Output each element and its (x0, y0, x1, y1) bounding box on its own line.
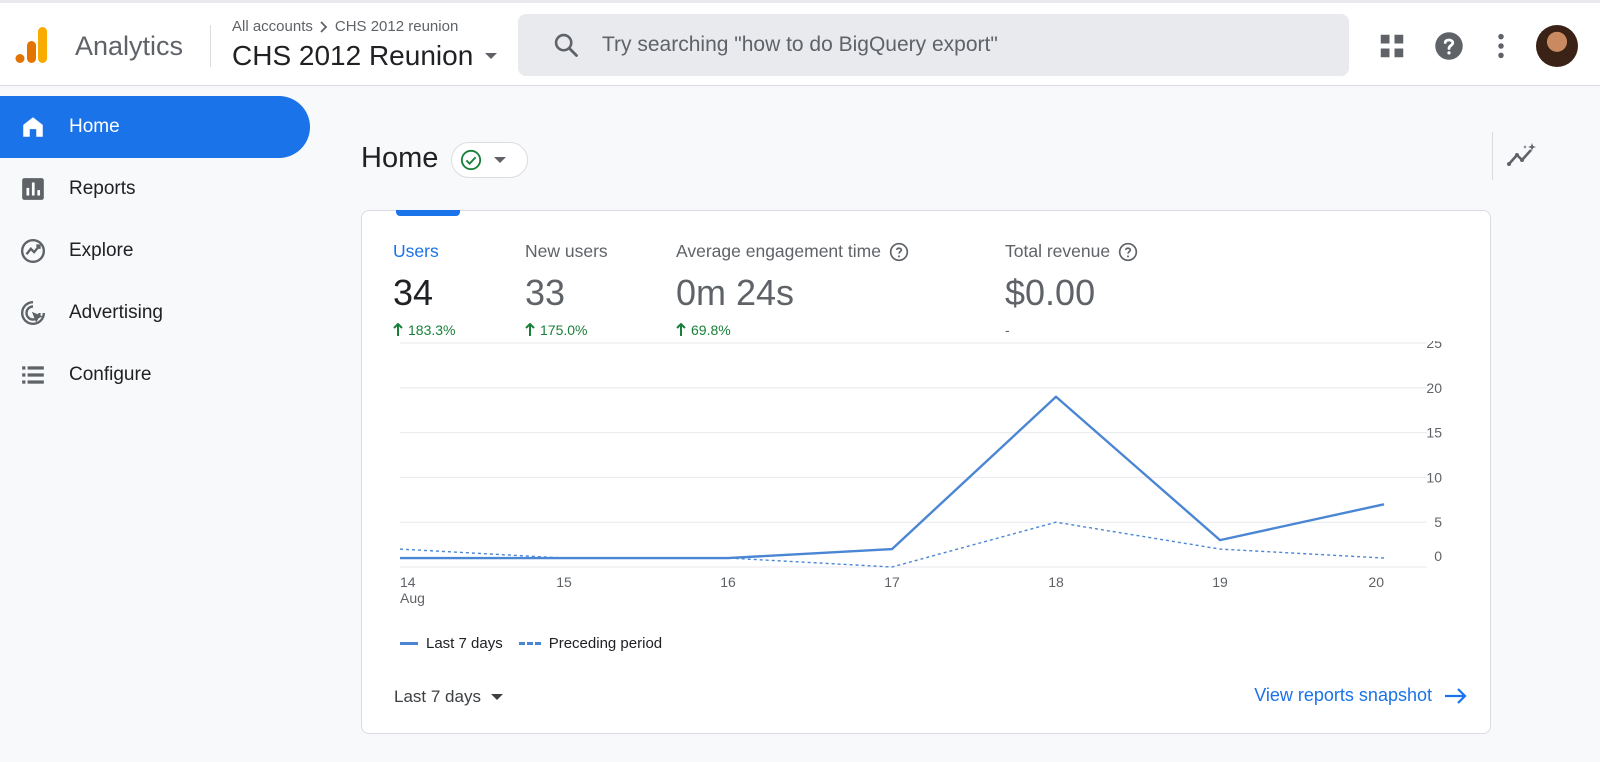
metric-change: 69.8% (676, 322, 909, 338)
check-circle-icon (460, 149, 482, 171)
x-tick-label: 16 (720, 574, 736, 590)
y-tick-label: 5 (1434, 514, 1442, 530)
overview-card: Users 34 183.3% New users 33 175.0% Aver… (361, 210, 1491, 734)
metric-new-users[interactable]: New users 33 175.0% (525, 241, 608, 338)
metric-value: 0m 24s (676, 272, 795, 313)
breadcrumb[interactable]: All accounts CHS 2012 reunion (232, 18, 458, 35)
sidebar-item-label: Explore (69, 240, 134, 261)
link-label: View reports snapshot (1254, 685, 1432, 705)
y-tick-label: 10 (1426, 469, 1442, 485)
more-vert-icon[interactable] (1486, 31, 1516, 61)
list-icon (22, 366, 44, 384)
metric-change: 175.0% (525, 322, 608, 338)
x-tick-label: 14 (400, 574, 416, 590)
breadcrumb-root[interactable]: All accounts (232, 18, 313, 35)
legend-solid-swatch (400, 642, 418, 645)
x-tick-label: 17 (884, 574, 900, 590)
y-tick-label: 15 (1426, 425, 1442, 441)
caret-down-icon (485, 53, 498, 59)
date-range-dropdown[interactable]: Last 7 days (394, 687, 503, 707)
metric-total-revenue[interactable]: Total revenue $0.00 - (1005, 241, 1138, 338)
arrow-right-icon (1445, 687, 1467, 704)
search-icon (554, 33, 578, 57)
apps-grid-icon[interactable] (1377, 31, 1407, 61)
caret-down-icon (490, 694, 503, 700)
help-outline-icon[interactable] (1118, 242, 1138, 262)
sidebar-item-configure[interactable]: Configure (0, 344, 310, 406)
insights-icon[interactable] (1506, 140, 1538, 172)
x-tick-label: 18 (1048, 574, 1064, 590)
arrow-up-icon (525, 323, 535, 336)
x-tick-label: 20 (1368, 574, 1384, 590)
legend-dashed-swatch (518, 642, 541, 645)
series-line-preceding-period (399, 521, 1385, 568)
x-tick-label: 19 (1212, 574, 1228, 590)
help-outline-icon[interactable] (889, 242, 909, 262)
metric-value: 34 (393, 272, 434, 313)
sidebar-item-label: Configure (69, 364, 152, 385)
breadcrumb-account[interactable]: CHS 2012 reunion (334, 18, 459, 35)
sidebar-item-advertising[interactable]: Advertising (0, 282, 310, 344)
home-icon (23, 117, 43, 137)
property-name: CHS 2012 Reunion (232, 40, 474, 71)
chart-legend: Last 7 days Preceding period (400, 635, 662, 652)
sidebar-item-label: Reports (69, 178, 136, 199)
page-title: Home (361, 142, 439, 174)
legend-label: Last 7 days (426, 635, 503, 652)
explore-icon (20, 238, 46, 264)
app-name: Analytics (75, 31, 184, 61)
search-input[interactable] (602, 33, 1302, 57)
view-reports-snapshot-link[interactable]: View reports snapshot (1254, 685, 1468, 706)
advertising-icon (21, 300, 46, 325)
y-tick-label: 25 (1426, 341, 1442, 351)
metric-avg-engagement[interactable]: Average engagement time 0m 24s 69.8% (676, 241, 909, 338)
date-range-label: Last 7 days (394, 687, 481, 706)
sidebar-item-home[interactable]: Home (0, 96, 310, 158)
sidebar-item-label: Advertising (69, 302, 163, 323)
caret-down-icon (494, 157, 506, 163)
metric-label: Average engagement time (676, 241, 909, 262)
analytics-logo-icon[interactable] (14, 25, 50, 65)
y-tick-label: 20 (1426, 380, 1442, 396)
arrow-up-icon (393, 323, 403, 336)
x-tick-label: 15 (556, 574, 572, 590)
sidebar: Home Reports Explore Advertising Configu… (0, 96, 310, 406)
metric-value: $0.00 (1005, 272, 1096, 313)
x-tick-sublabel: Aug (400, 590, 425, 606)
metric-label: New users (525, 241, 608, 261)
arrow-up-icon (676, 323, 686, 336)
property-selector[interactable]: CHS 2012 Reunion (232, 40, 498, 72)
help-icon[interactable] (1434, 31, 1464, 61)
metric-label: Total revenue (1005, 241, 1138, 262)
data-status-dropdown[interactable] (451, 142, 528, 178)
metric-users[interactable]: Users 34 183.3% (393, 241, 455, 338)
search-bar[interactable] (518, 14, 1349, 76)
sidebar-item-explore[interactable]: Explore (0, 220, 310, 282)
metric-label: Users (393, 241, 439, 261)
active-tab-indicator (396, 210, 460, 216)
metric-value: 33 (525, 272, 566, 313)
top-app-bar: Analytics All accounts CHS 2012 reunion … (0, 0, 1600, 86)
sidebar-item-reports[interactable]: Reports (0, 158, 310, 220)
sidebar-item-label: Home (69, 116, 120, 137)
y-tick-label: 0 (1434, 548, 1442, 564)
bar-chart-icon (22, 178, 44, 200)
legend-label: Preceding period (548, 635, 663, 652)
avatar[interactable] (1536, 25, 1578, 67)
header-divider (210, 25, 211, 67)
chevron-right-icon (320, 20, 328, 33)
metric-change: - (1005, 322, 1010, 338)
insights-divider (1492, 132, 1493, 180)
metric-change: 183.3% (393, 322, 455, 338)
